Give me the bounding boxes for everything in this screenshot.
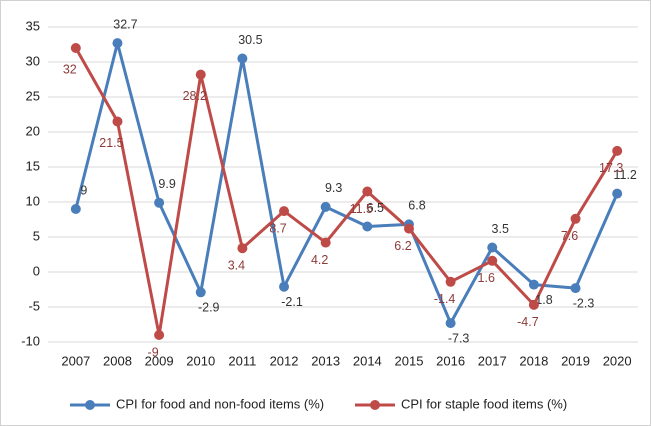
point — [70, 43, 81, 53]
point — [195, 287, 206, 298]
y-tick-label: -5 — [28, 298, 40, 313]
point — [320, 237, 331, 248]
point — [154, 330, 165, 340]
y-tick-label: 0 — [33, 263, 40, 278]
point — [362, 186, 373, 197]
x-tick-label: 2018 — [519, 353, 548, 368]
series-line — [74, 47, 619, 337]
point — [112, 38, 123, 49]
data-label: -7.3 — [448, 331, 470, 345]
data-label: 11.2 — [613, 168, 636, 182]
point — [570, 283, 581, 294]
data-label: 6.8 — [408, 199, 425, 213]
point — [528, 279, 539, 290]
point — [570, 213, 581, 224]
data-label: 28.2 — [183, 89, 207, 103]
legend-label: CPI for staple food items (%) — [401, 396, 567, 411]
y-tick-label: 15 — [26, 158, 40, 173]
point — [528, 299, 539, 310]
data-label: 11.5 — [350, 202, 373, 216]
x-tick-label: 2019 — [561, 353, 590, 368]
data-label: 1.6 — [478, 271, 495, 285]
data-label: 17.3 — [599, 161, 623, 175]
point — [154, 197, 165, 208]
legend-marker — [85, 400, 95, 410]
data-label: 32.7 — [113, 17, 137, 31]
point — [279, 206, 290, 217]
point — [445, 276, 456, 287]
data-label: 9.3 — [325, 181, 342, 195]
x-tick-label: 2010 — [186, 353, 215, 368]
x-tick-label: 2011 — [228, 353, 256, 368]
data-label: -2.3 — [573, 296, 595, 310]
point — [320, 201, 331, 212]
point — [112, 116, 123, 127]
y-tick-label: 30 — [26, 53, 40, 68]
point — [445, 318, 456, 329]
data-label: 4.2 — [311, 253, 328, 267]
x-tick-label: 2015 — [395, 353, 424, 368]
x-tick-label: 2007 — [61, 353, 90, 368]
y-tick-label: 20 — [26, 123, 40, 138]
point — [237, 243, 248, 254]
data-label: 6.5 — [367, 201, 384, 215]
data-label: 21.5 — [99, 136, 123, 150]
point — [279, 281, 290, 292]
data-label: 9.9 — [158, 177, 175, 191]
x-tick-label: 2009 — [145, 353, 174, 368]
y-tick-label: 35 — [26, 18, 40, 33]
data-label: -2.1 — [281, 295, 303, 309]
x-tick-label: 2013 — [311, 353, 340, 368]
point — [70, 204, 81, 214]
point — [403, 223, 414, 234]
data-label: 3.4 — [228, 258, 245, 272]
x-tick-label: 2008 — [103, 353, 132, 368]
point — [612, 145, 623, 156]
x-tick-label: 2012 — [270, 353, 299, 368]
legend-label: CPI for food and non-food items (%) — [116, 396, 324, 411]
data-label: 6.2 — [394, 239, 411, 253]
point — [362, 221, 373, 232]
y-tick-label: 10 — [26, 193, 40, 208]
point — [612, 188, 623, 199]
data-label: 3.5 — [492, 222, 509, 236]
y-tick-label: -10 — [21, 333, 40, 348]
y-tick-label: 5 — [33, 228, 40, 243]
data-label: 32 — [63, 62, 77, 76]
data-label: -4.7 — [517, 315, 539, 329]
x-tick-label: 2020 — [603, 353, 632, 368]
x-tick-label: 2014 — [353, 353, 382, 368]
point — [487, 255, 498, 266]
point — [195, 69, 206, 80]
legend-marker — [370, 400, 380, 410]
data-label: -2.9 — [198, 301, 220, 315]
data-label: 7.6 — [561, 229, 578, 243]
point — [487, 242, 498, 253]
y-tick-label: 25 — [26, 88, 40, 103]
data-label: 30.5 — [238, 33, 262, 47]
x-tick-label: 2017 — [478, 353, 507, 368]
data-label: -1.4 — [434, 292, 456, 306]
data-label: 8.7 — [269, 221, 286, 235]
data-label: 9 — [80, 183, 87, 197]
point — [237, 53, 248, 64]
data-label: -9 — [148, 345, 159, 359]
x-tick-label: 2016 — [436, 353, 465, 368]
